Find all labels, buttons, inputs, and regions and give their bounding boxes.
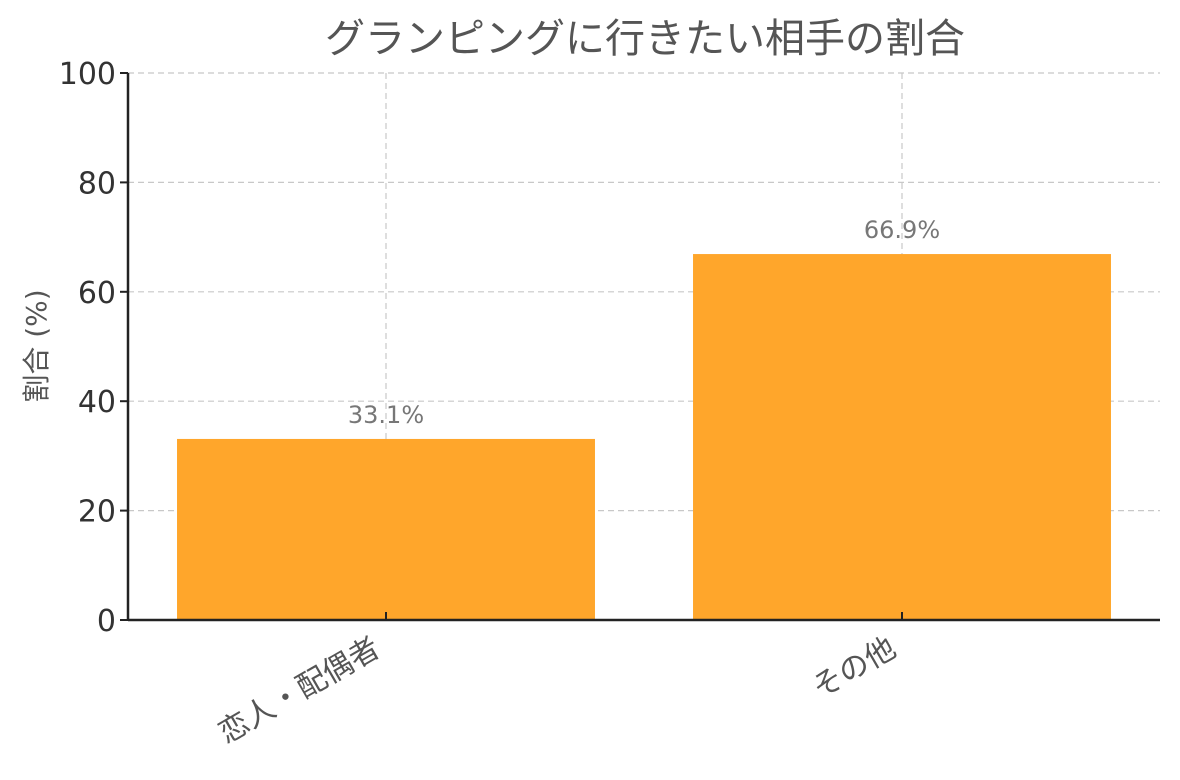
bars bbox=[177, 254, 1111, 620]
axes bbox=[120, 72, 1160, 622]
chart-title: グランピングに行きたい相手の割合 bbox=[325, 16, 965, 62]
y-tick-label-0: 0 bbox=[97, 604, 116, 639]
bar-0 bbox=[177, 438, 595, 620]
y-tick-label-4: 80 bbox=[78, 166, 116, 201]
y-tick-label-1: 20 bbox=[78, 495, 116, 530]
category-label-0: 恋人・配偶者 bbox=[213, 631, 386, 751]
y-tick-label-5: 100 bbox=[59, 57, 116, 92]
value-label-0: 33.1% bbox=[348, 401, 424, 429]
value-label-1: 66.9% bbox=[864, 216, 940, 244]
y-tick-label-2: 40 bbox=[78, 385, 116, 420]
y-tick-label-3: 60 bbox=[78, 276, 116, 311]
category-label-1: その他 bbox=[807, 631, 902, 706]
bar-1 bbox=[693, 254, 1111, 620]
y-axis-label: 割合 (%) bbox=[20, 289, 53, 402]
